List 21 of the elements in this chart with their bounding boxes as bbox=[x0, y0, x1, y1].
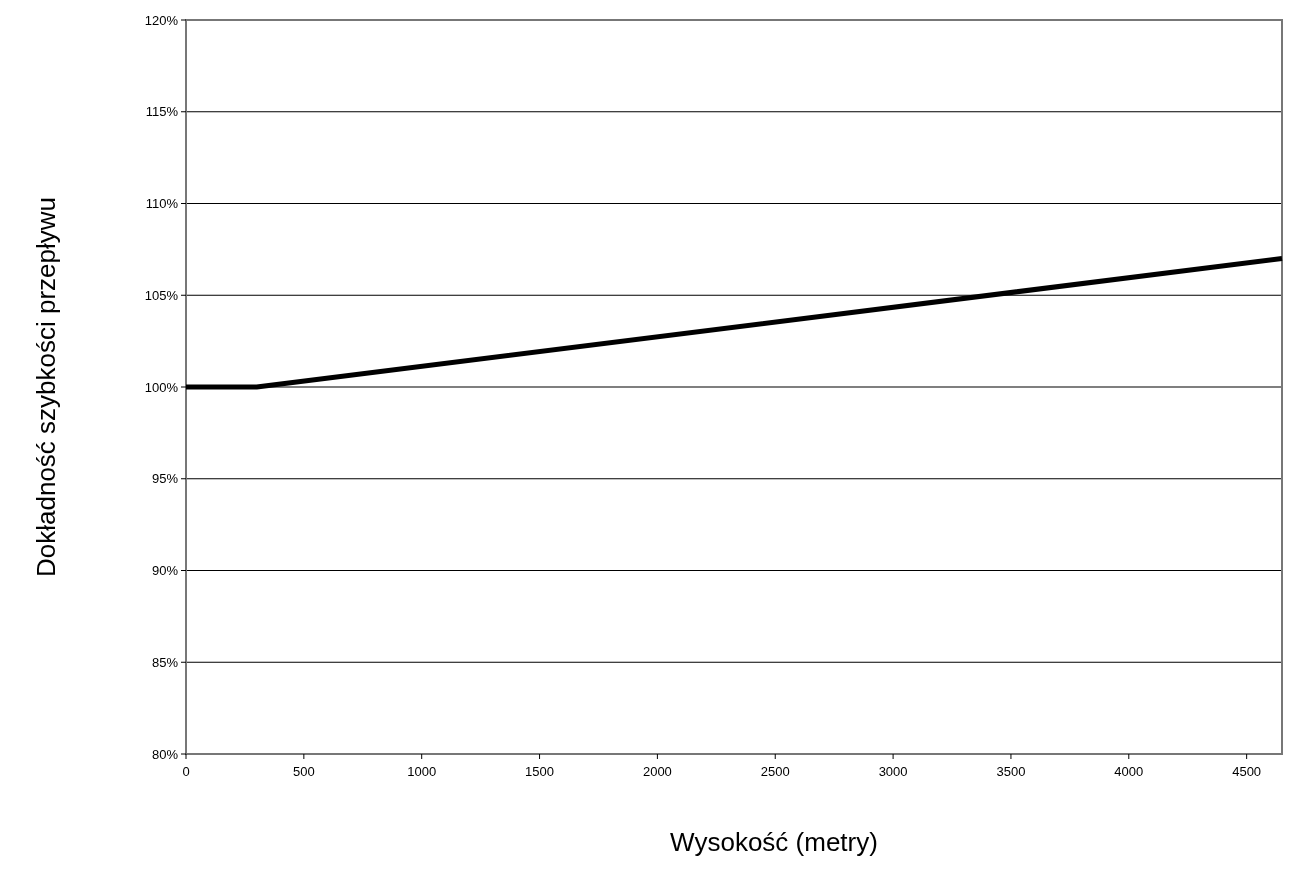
y-tick-label: 115% bbox=[145, 104, 179, 120]
x-tick-label: 3000 bbox=[878, 764, 908, 779]
y-tick-label: 100% bbox=[144, 379, 179, 395]
x-tick-label: 4500 bbox=[1232, 764, 1262, 779]
x-tick-label: 500 bbox=[293, 764, 315, 779]
y-tick-label: 85% bbox=[151, 654, 179, 670]
y-tick-label: 80% bbox=[151, 746, 179, 762]
x-tick-label: 4000 bbox=[1114, 764, 1144, 779]
x-tick-label: 2000 bbox=[642, 764, 672, 779]
y-tick-label: 105% bbox=[144, 287, 179, 303]
x-tick-label: 3500 bbox=[996, 764, 1026, 779]
y-tick-label: 120% bbox=[144, 12, 179, 28]
x-axis-title: Wysokość (metry) bbox=[670, 827, 878, 857]
x-tick-label: 2500 bbox=[760, 764, 790, 779]
y-tick-label: 95% bbox=[151, 471, 179, 487]
y-axis-title: Dokładność szybkości przepływu bbox=[31, 196, 61, 578]
x-tick-label: 1000 bbox=[407, 764, 437, 779]
x-tick-label: 0 bbox=[182, 764, 190, 779]
y-tick-label: 110% bbox=[145, 196, 179, 211]
y-tick-label: 90% bbox=[151, 563, 179, 578]
x-tick-label: 1500 bbox=[525, 764, 555, 779]
